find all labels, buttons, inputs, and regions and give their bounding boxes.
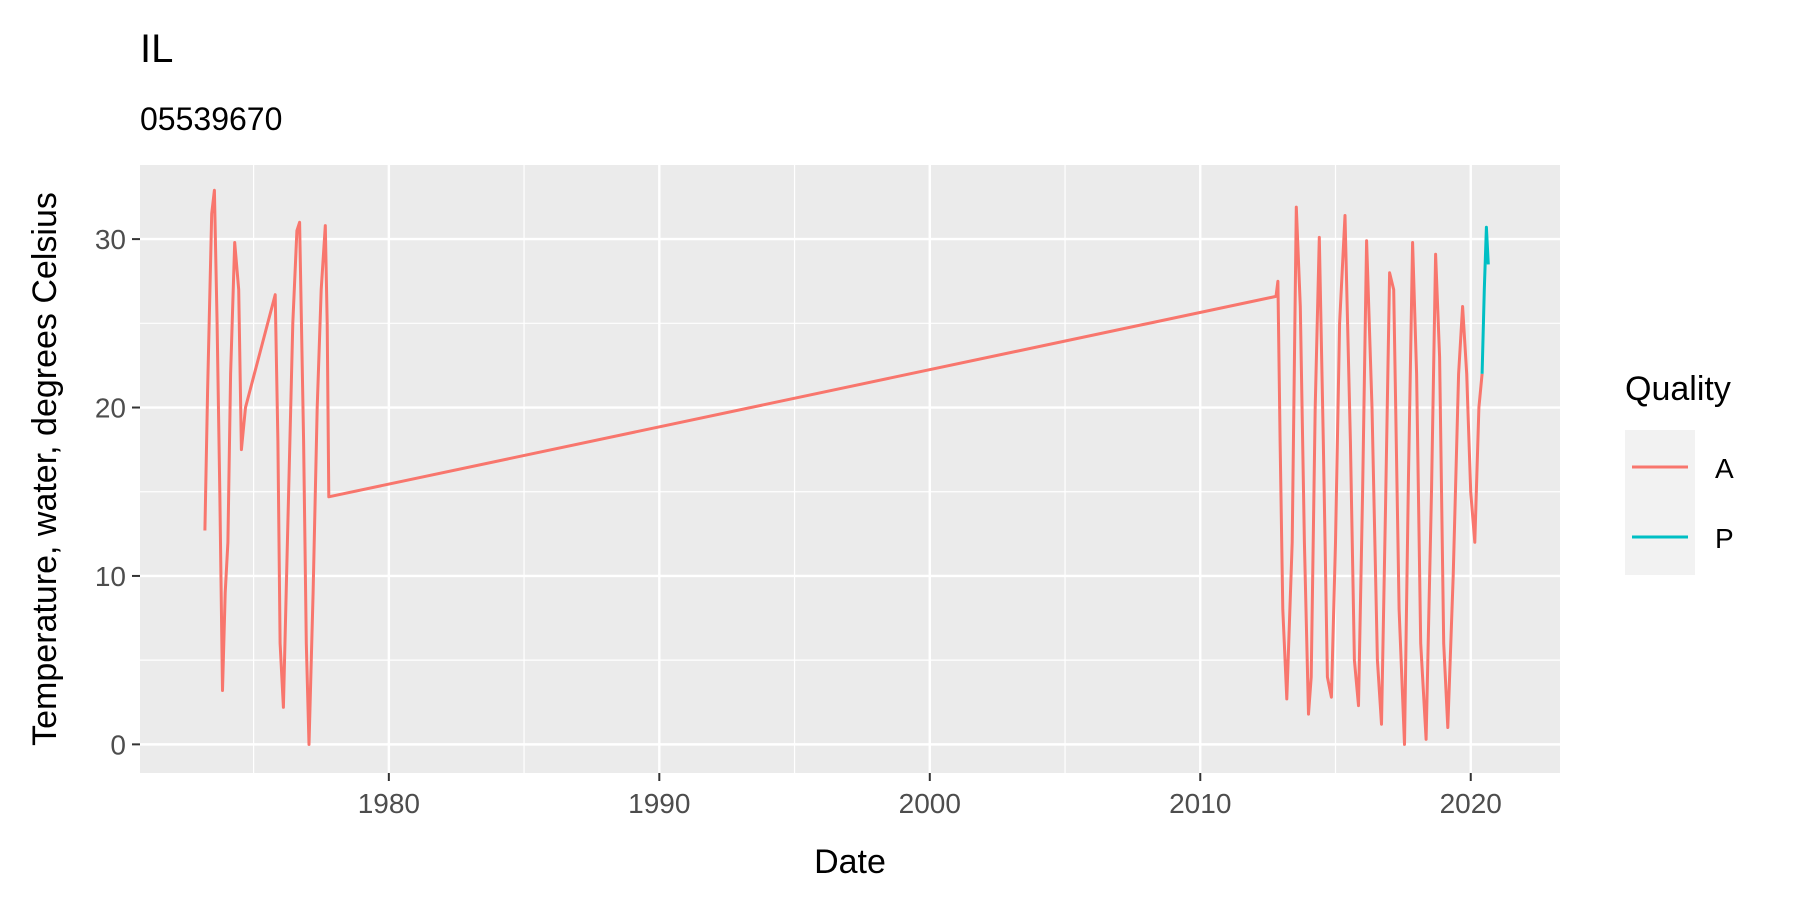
x-tick-label: 1990 bbox=[628, 788, 690, 819]
legend-label-a: A bbox=[1715, 453, 1734, 484]
legend-label-p: P bbox=[1715, 523, 1734, 554]
x-tick-label: 2010 bbox=[1169, 788, 1231, 819]
legend-title: Quality bbox=[1625, 370, 1731, 408]
grid-major bbox=[140, 165, 1560, 773]
legend-key-background bbox=[1625, 430, 1695, 575]
legend: Quality A P bbox=[1625, 370, 1734, 575]
x-axis-title: Date bbox=[814, 843, 886, 881]
x-tick-label: 2000 bbox=[899, 788, 961, 819]
y-tick-label: 10 bbox=[95, 561, 126, 592]
y-axis: 0 10 20 30 bbox=[95, 224, 140, 760]
y-tick-label: 20 bbox=[95, 393, 126, 424]
y-tick-label: 30 bbox=[95, 224, 126, 255]
chart-title: IL bbox=[140, 27, 173, 71]
series-line-a bbox=[203, 188, 1484, 746]
x-tick-label: 1980 bbox=[358, 788, 420, 819]
series-line-p bbox=[1480, 225, 1490, 374]
y-axis-title: Temperature, water, degrees Celsius bbox=[26, 192, 64, 746]
y-tick-label: 0 bbox=[110, 729, 126, 760]
chart-subtitle: 05539670 bbox=[140, 101, 282, 137]
x-axis: 1980 1990 2000 2010 2020 bbox=[358, 773, 1502, 819]
x-tick-label: 2020 bbox=[1440, 788, 1502, 819]
series-layer bbox=[203, 188, 1490, 746]
